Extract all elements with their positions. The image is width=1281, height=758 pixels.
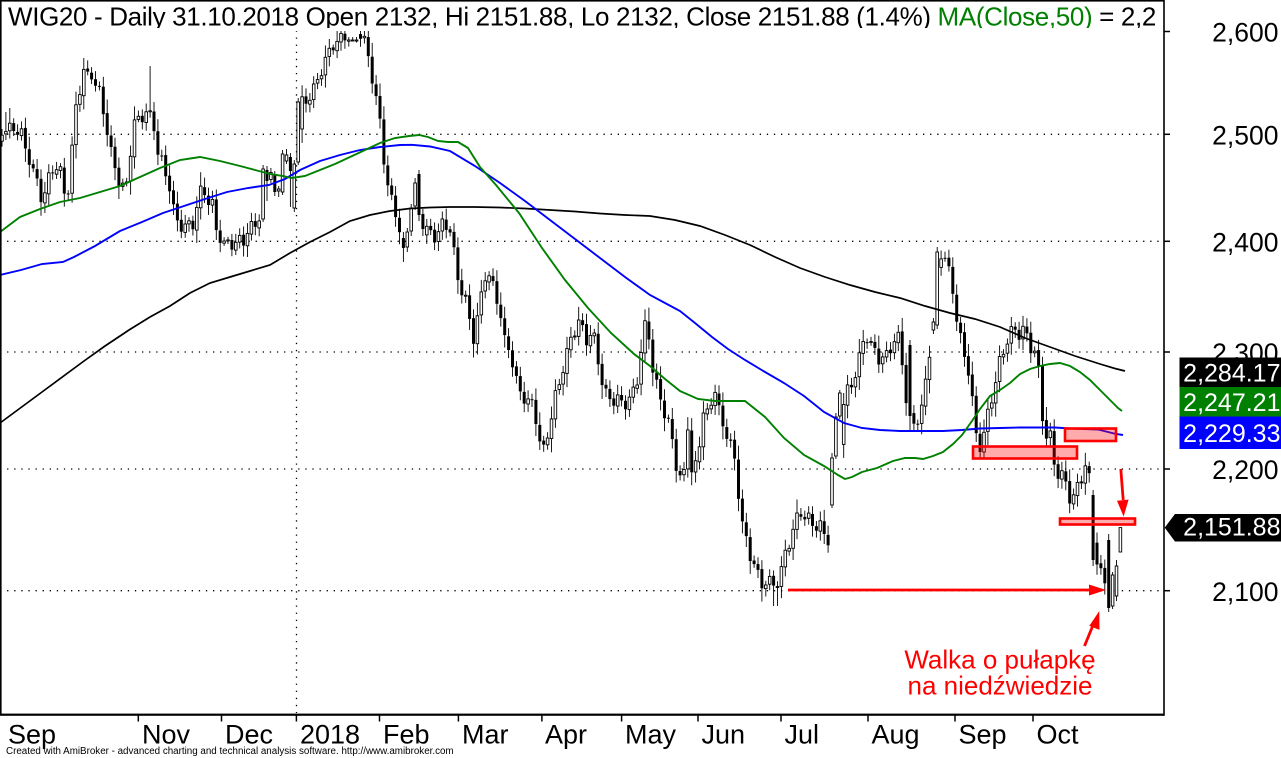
svg-text:Walka o pułapkę: Walka o pułapkę bbox=[904, 645, 1095, 675]
svg-text:2,229.33: 2,229.33 bbox=[1183, 420, 1280, 448]
svg-text:Dec: Dec bbox=[225, 720, 273, 750]
svg-text:2,151.88: 2,151.88 bbox=[1183, 514, 1280, 542]
svg-text:Created with AmiBroker - advan: Created with AmiBroker - advanced charti… bbox=[6, 746, 454, 757]
svg-text:Jul: Jul bbox=[785, 720, 820, 750]
svg-text:Oct: Oct bbox=[1037, 720, 1080, 750]
svg-text:2018: 2018 bbox=[300, 720, 360, 750]
svg-text:Jun: Jun bbox=[702, 720, 746, 750]
svg-text:2,100: 2,100 bbox=[1212, 577, 1278, 607]
svg-text:WIG20 - Daily 31.10.2018 Open: WIG20 - Daily 31.10.2018 Open 2132, Hi 2… bbox=[8, 2, 1156, 32]
svg-text:2,400: 2,400 bbox=[1212, 228, 1278, 258]
svg-text:Sep: Sep bbox=[8, 720, 56, 750]
svg-text:Apr: Apr bbox=[545, 720, 587, 750]
svg-text:na niedźwiedzie: na niedźwiedzie bbox=[907, 671, 1092, 701]
svg-text:2,284.17: 2,284.17 bbox=[1183, 360, 1280, 388]
svg-text:Aug: Aug bbox=[872, 720, 920, 750]
svg-text:Mar: Mar bbox=[462, 720, 509, 750]
svg-text:Nov: Nov bbox=[142, 720, 191, 750]
svg-text:May: May bbox=[625, 720, 677, 750]
svg-text:2,200: 2,200 bbox=[1212, 455, 1278, 485]
svg-text:2,247.21: 2,247.21 bbox=[1183, 389, 1280, 417]
svg-text:Feb: Feb bbox=[383, 720, 430, 750]
svg-text:2,600: 2,600 bbox=[1212, 18, 1278, 48]
svg-text:Sep: Sep bbox=[959, 720, 1007, 750]
svg-text:2,500: 2,500 bbox=[1212, 121, 1278, 151]
